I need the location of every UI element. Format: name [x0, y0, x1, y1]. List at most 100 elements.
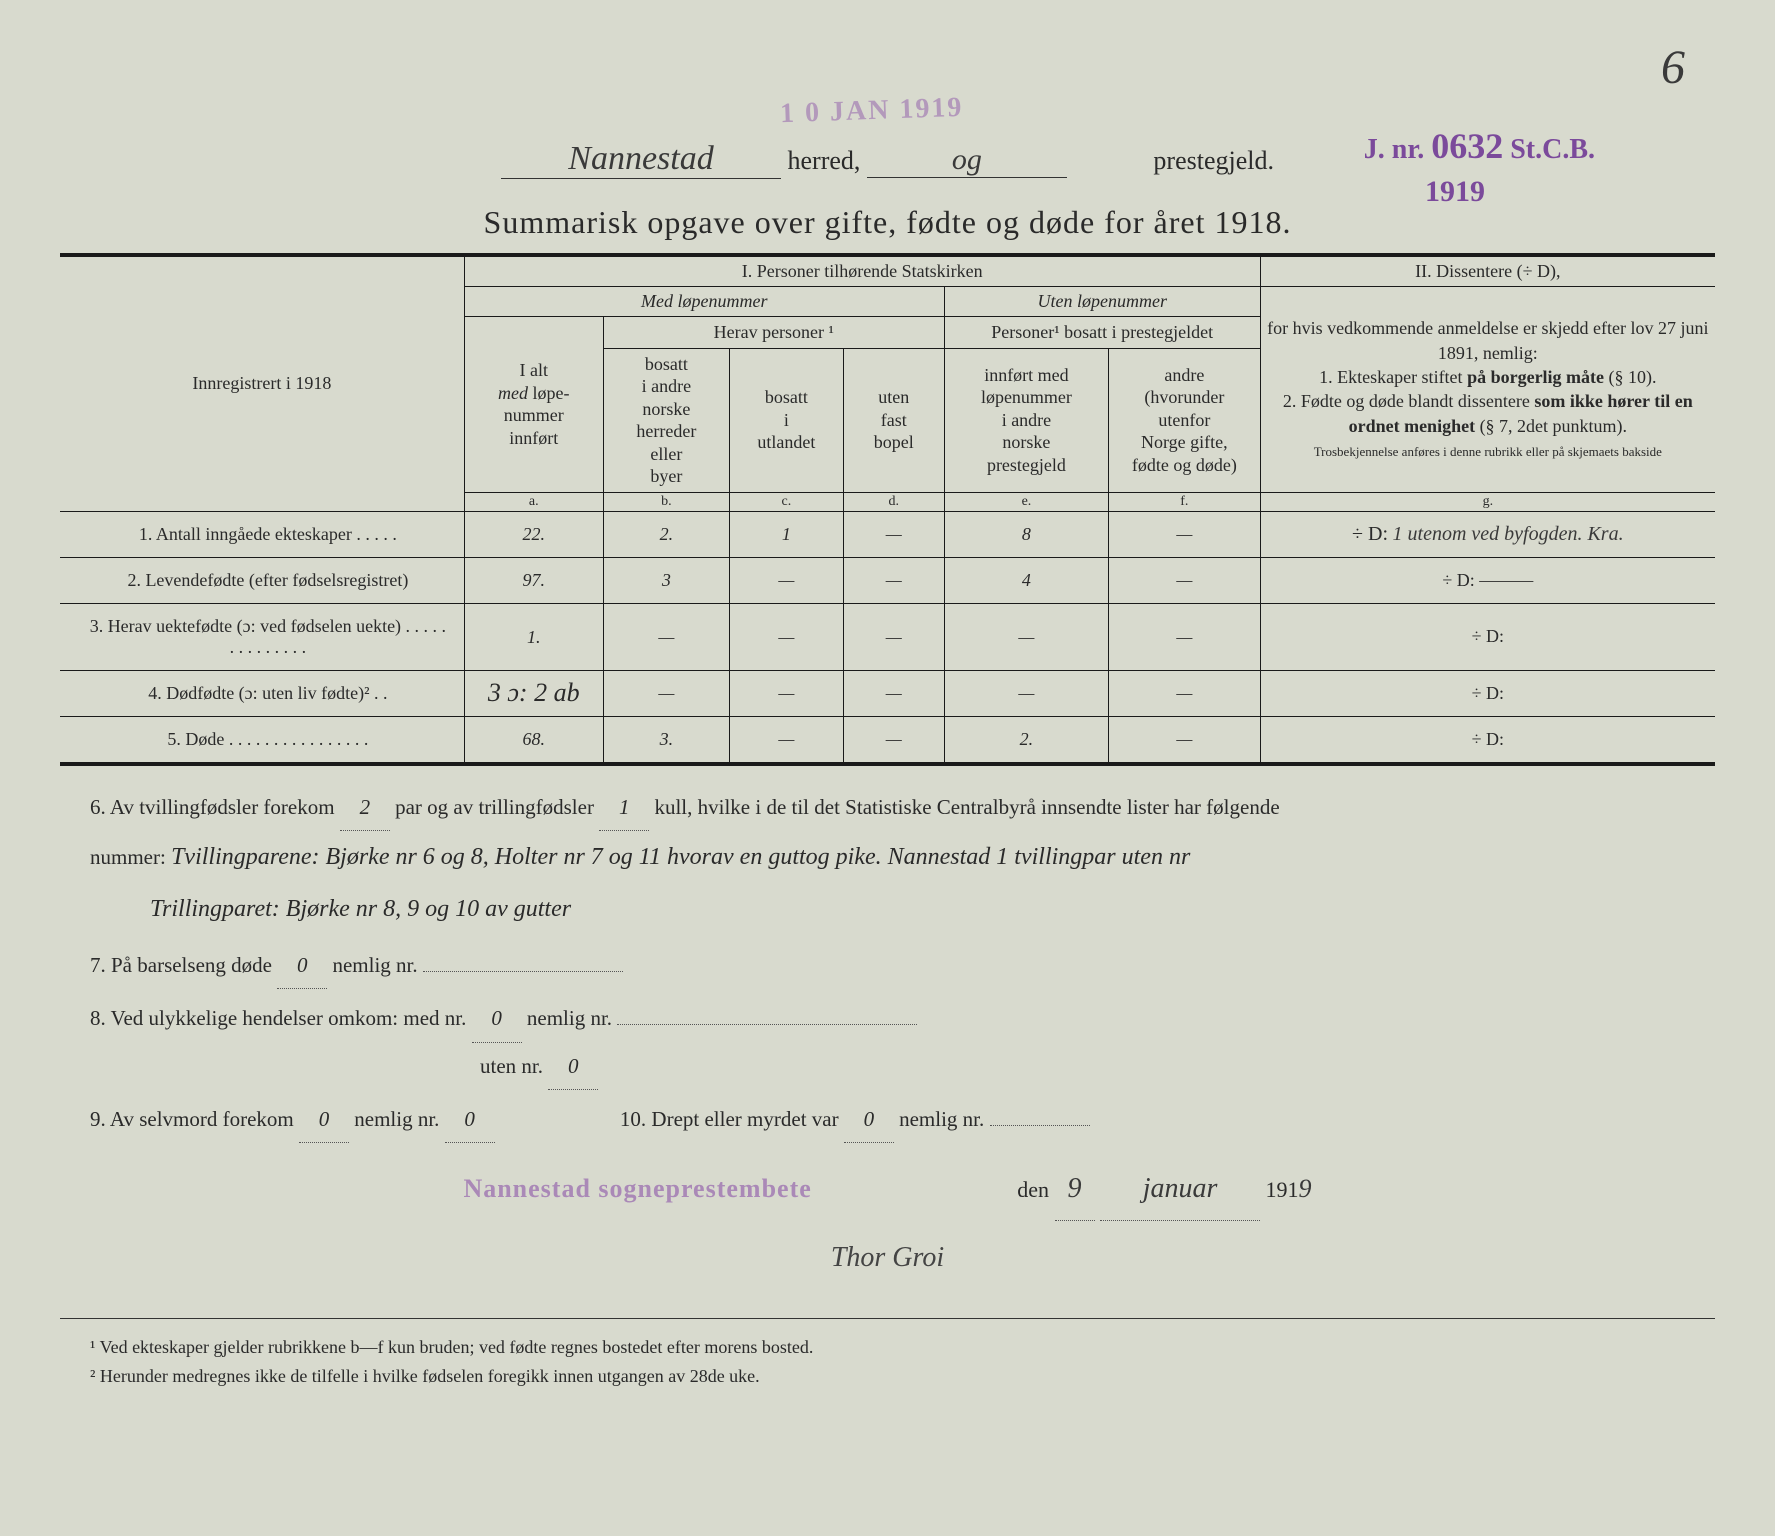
row3-label: 3. Herav uektefødte (ɔ: ved fødselen uek… [60, 603, 464, 670]
date-month: januar [1100, 1158, 1260, 1221]
table-row: 2. Levendefødte (efter fødselsregistret)… [60, 557, 1715, 603]
row3-e: — [944, 603, 1108, 670]
row1-c: 1 [730, 511, 844, 557]
q9-mid: nemlig nr. [354, 1107, 439, 1131]
q8-blank [617, 1024, 917, 1025]
letter-c: c. [730, 492, 844, 511]
row4-d: — [843, 670, 944, 716]
row2-c: — [730, 557, 844, 603]
col-c-header: bosattiutlandet [730, 348, 844, 492]
row1-label: 1. Antall inngåede ekteskaper . . . . . [60, 511, 464, 557]
row1-a: 22. [464, 511, 603, 557]
row5-d: — [843, 716, 944, 764]
row5-f: — [1109, 716, 1261, 764]
lower-section: 6. Av tvillingfødsler forekom 2 par og a… [60, 784, 1715, 1289]
row3-d: — [843, 603, 944, 670]
table-row: 1. Antall inngåede ekteskaper . . . . . … [60, 511, 1715, 557]
stamp-year: 1919 [1425, 175, 1485, 209]
q8-val2: 0 [548, 1043, 598, 1090]
letter-b: b. [603, 492, 729, 511]
row3-a: 1. [464, 603, 603, 670]
prestegjeld-label: prestegjeld. [1153, 146, 1274, 175]
document-title: Summarisk opgave over gifte, fødte og dø… [60, 204, 1715, 241]
letter-a: a. [464, 492, 603, 511]
q6-trip: 1 [599, 784, 649, 831]
received-date-stamp: 1 0 JAN 1919 [779, 92, 963, 130]
date-signature-line: Nannestad sogneprestembete den 9 januar … [90, 1158, 1685, 1221]
row1-d: — [843, 511, 944, 557]
journal-number-stamp: J. nr. 0632 St.C.B. [1364, 125, 1595, 167]
row3-f: — [1109, 603, 1261, 670]
q6-handwritten-2: Trillingparet: Bjørke nr 8, 9 og 10 av g… [150, 896, 571, 922]
year-last: 9 [1299, 1174, 1312, 1203]
row4-c: — [730, 670, 844, 716]
row2-d: — [843, 557, 944, 603]
q6-mid2: kull, hvilke i de til det Statistiske Ce… [654, 795, 1279, 819]
jnr-suffix: St.C.B. [1510, 134, 1595, 165]
med-lopenummer: Med løpenummer [464, 287, 944, 317]
herred-label: herred, [788, 146, 861, 175]
row1-b: 2. [603, 511, 729, 557]
q6-prefix: 6. Av tvillingfødsler forekom [90, 795, 335, 819]
q9-val: 0 [299, 1096, 349, 1143]
parish-stamp: Nannestad sogneprestembete [463, 1160, 811, 1217]
q6-pairs: 2 [340, 784, 390, 831]
table-row: 4. Dødfødte (ɔ: uten liv fødte)² . . 3 ɔ… [60, 670, 1715, 716]
herred-field: Nannestad [501, 140, 781, 179]
year-prefix: 191 [1266, 1177, 1299, 1202]
q10-blank [990, 1125, 1090, 1126]
q8-line2: uten nr. [480, 1054, 543, 1078]
signature: Thor Groi [90, 1227, 1685, 1289]
letter-g: g. [1260, 492, 1715, 511]
left-header: Innregistrert i 1918 [60, 255, 464, 511]
q9-text: 9. Av selvmord forekom [90, 1107, 294, 1131]
q7-text: 7. På barselseng døde [90, 953, 272, 977]
personer-bosatt-header: Personer¹ bosatt i prestegjeldet [944, 317, 1260, 349]
letter-e: e. [944, 492, 1108, 511]
row2-f: — [1109, 557, 1261, 603]
date-day: 9 [1055, 1158, 1095, 1221]
row2-g: ÷ D: ——— [1260, 557, 1715, 603]
summary-table: Innregistrert i 1918 I. Personer tilhøre… [60, 253, 1715, 766]
row1-f: — [1109, 511, 1261, 557]
dissenter-info: for hvis vedkommende anmeldelse er skjed… [1260, 287, 1715, 493]
row4-e: — [944, 670, 1108, 716]
letter-f: f. [1109, 492, 1261, 511]
col-d-header: utenfastbopel [843, 348, 944, 492]
herav-header: Herav personer ¹ [603, 317, 944, 349]
row5-e: 2. [944, 716, 1108, 764]
section-i-header: I. Personer tilhørende Statskirken [464, 255, 1260, 287]
q6-nummer-label: nummer: [90, 845, 166, 869]
q8-text: 8. Ved ulykkelige hendelser omkom: med n… [90, 1006, 466, 1030]
row2-a: 97. [464, 557, 603, 603]
q9-val2: 0 [445, 1096, 495, 1143]
q10-val: 0 [844, 1096, 894, 1143]
q6-handwritten-1: Tvillingparene: Bjørke nr 6 og 8, Holter… [171, 844, 1190, 870]
q6-mid1: par og av trillingfødsler [395, 795, 594, 819]
row3-g: ÷ D: [1260, 603, 1715, 670]
row5-b: 3. [603, 716, 729, 764]
row5-c: — [730, 716, 844, 764]
question-9-10: 9. Av selvmord forekom 0 nemlig nr. 0 10… [90, 1096, 1685, 1143]
col-f-header: andre(hvorunderutenforNorge gifte,fødte … [1109, 348, 1261, 492]
q7-blank [423, 971, 623, 972]
row4-f: — [1109, 670, 1261, 716]
row5-g: ÷ D: [1260, 716, 1715, 764]
row2-e: 4 [944, 557, 1108, 603]
q10-text: 10. Drept eller myrdet var [620, 1107, 839, 1131]
jnr-number: 0632 [1431, 126, 1503, 166]
row1-g: ÷ D: 1 utenom ved byfogden. Kra. [1260, 511, 1715, 557]
footnotes: ¹ Ved ekteskaper gjelder rubrikkene b—f … [60, 1318, 1715, 1391]
footnote-2: ² Herunder medregnes ikke de tilfelle i … [90, 1362, 1685, 1391]
col-b-header: bosatti andrenorskeherrederellerbyer [603, 348, 729, 492]
question-7: 7. På barselseng døde 0 nemlig nr. [90, 942, 1685, 989]
row5-label: 5. Døde . . . . . . . . . . . . . . . . [60, 716, 464, 764]
sogn-field: og [867, 143, 1067, 178]
table-body: 1. Antall inngåede ekteskaper . . . . . … [60, 511, 1715, 764]
col-e-header: innført medløpenummeri andrenorskepreste… [944, 348, 1108, 492]
row3-b: — [603, 603, 729, 670]
row4-g: ÷ D: [1260, 670, 1715, 716]
q10-suffix: nemlig nr. [899, 1107, 984, 1131]
section-ii-header: II. Dissentere (÷ D), [1260, 255, 1715, 287]
den-label: den [1017, 1177, 1049, 1202]
